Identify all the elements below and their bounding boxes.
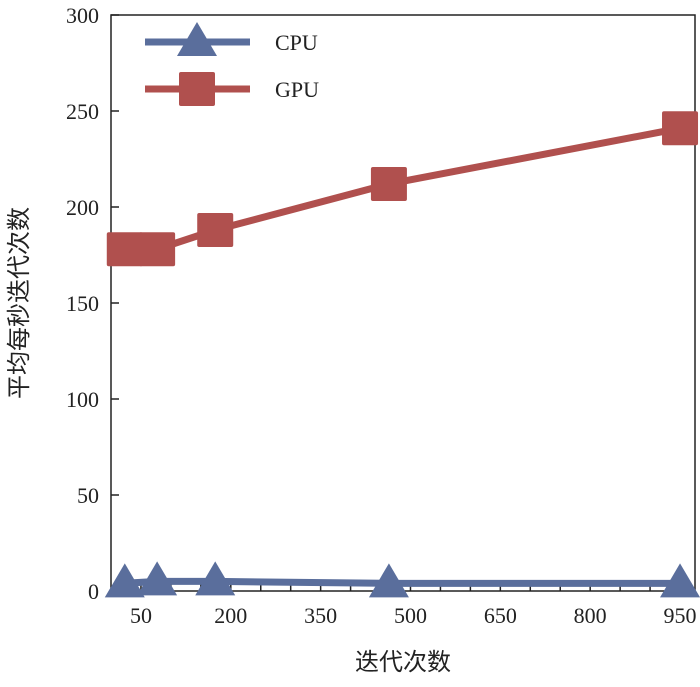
x-tick-label: 950	[664, 603, 697, 628]
data-point-cpu	[137, 561, 178, 596]
data-point-cpu	[368, 563, 409, 598]
y-axis-label: 平均每秒迭代次数	[6, 207, 33, 399]
x-tick-label: 800	[574, 603, 607, 628]
data-point-gpu	[106, 232, 143, 267]
x-tick-label: 50	[130, 603, 152, 628]
y-tick-label: 150	[66, 291, 99, 316]
y-tick-label: 0	[88, 579, 99, 604]
x-tick-label: 350	[304, 603, 337, 628]
y-tick-label: 250	[66, 99, 99, 124]
x-axis-label: 迭代次数	[355, 649, 451, 676]
data-point-cpu	[195, 561, 236, 596]
data-point-cpu	[104, 563, 145, 598]
y-tick-label: 100	[66, 387, 99, 412]
x-tick-label: 200	[214, 603, 247, 628]
y-tick-label: 50	[77, 483, 99, 508]
data-point-cpu	[660, 563, 700, 598]
data-point-gpu	[370, 166, 407, 201]
legend-label-cpu: CPU	[275, 30, 318, 55]
data-point-gpu	[662, 111, 699, 146]
legend-marker-cpu	[177, 22, 217, 56]
data-point-gpu	[197, 213, 234, 248]
legend-label-gpu: GPU	[275, 77, 319, 102]
x-tick-label: 650	[484, 603, 517, 628]
legend-marker-gpu	[179, 72, 215, 106]
data-point-gpu	[139, 232, 176, 267]
y-tick-label: 200	[66, 195, 99, 220]
y-tick-label: 300	[66, 3, 99, 28]
x-tick-label: 500	[394, 603, 427, 628]
